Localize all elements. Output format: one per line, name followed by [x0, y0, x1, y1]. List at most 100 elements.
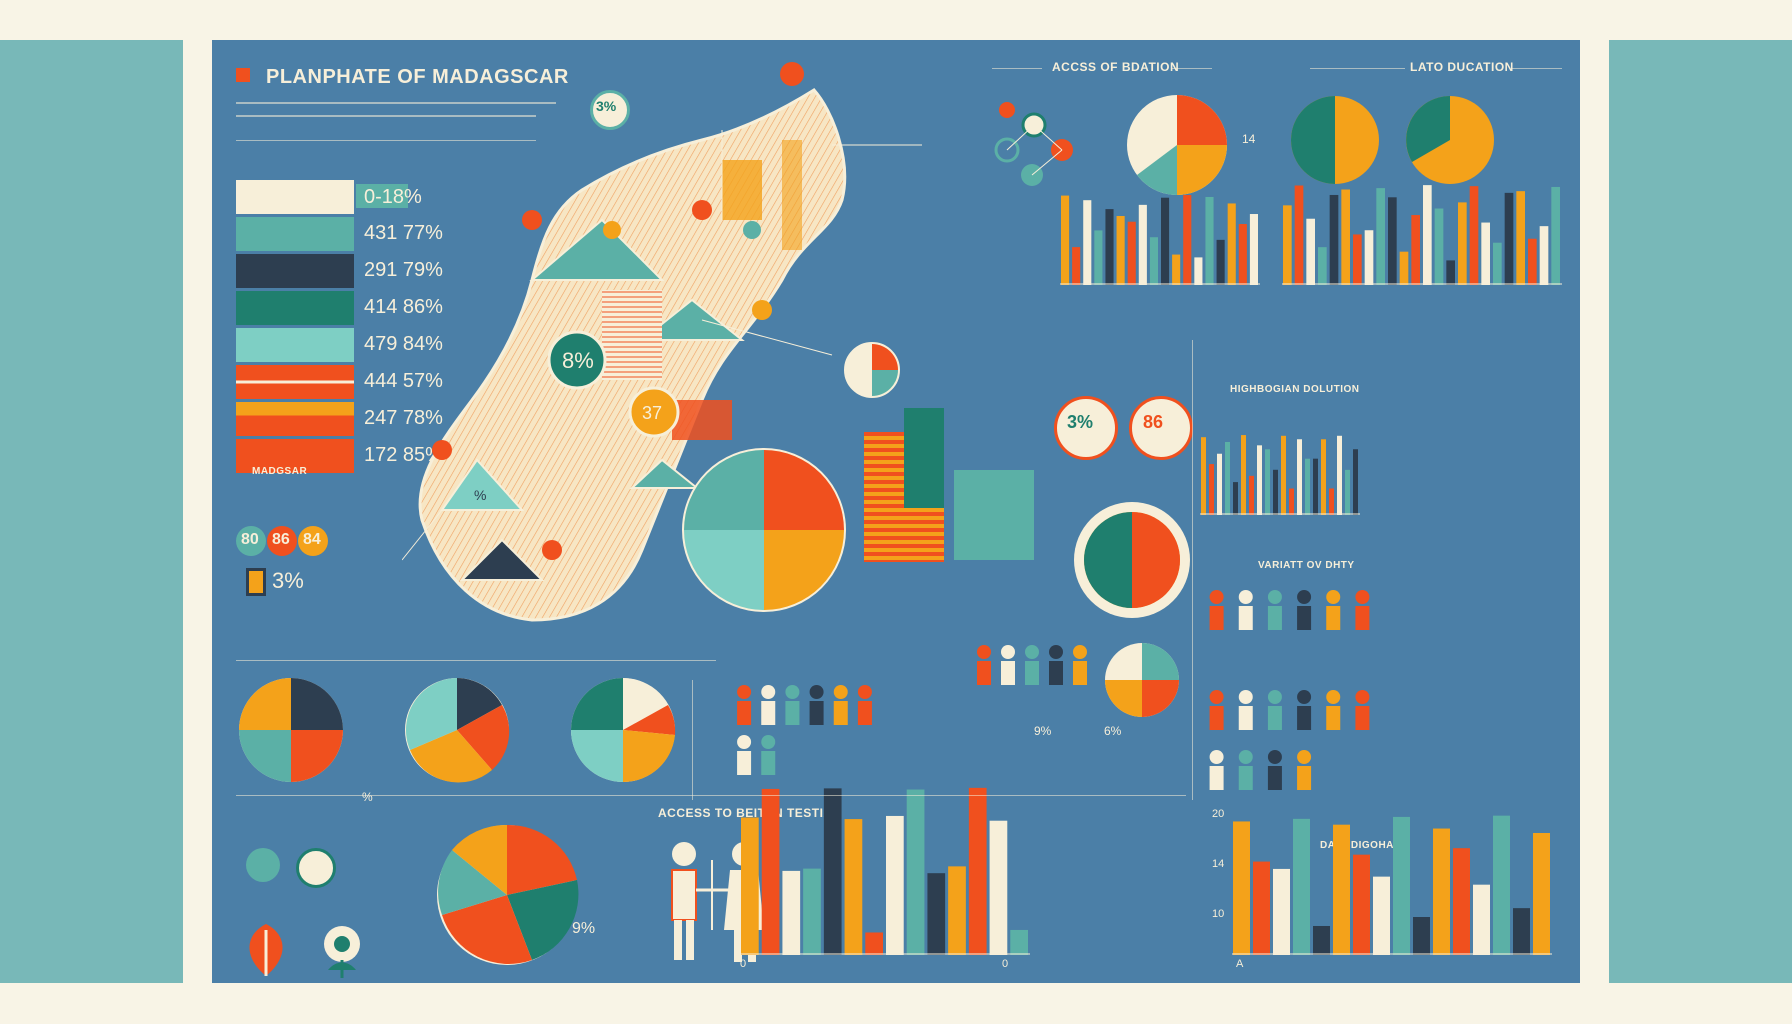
map-pyramid-5	[629, 458, 700, 489]
pie-late-1	[1291, 96, 1379, 184]
bar-chart-bottom-right	[1232, 815, 1552, 955]
map-pyramid-1	[529, 218, 665, 281]
pie-bottom-value: 9%	[572, 920, 596, 937]
bar-mark	[1265, 449, 1270, 515]
header-late-education: LATO DUCATION	[1410, 60, 1514, 74]
bar-mark	[1172, 254, 1181, 285]
bar-mark	[1453, 848, 1470, 955]
bar-mark	[1072, 247, 1081, 285]
person-icon	[785, 685, 800, 725]
person-icon	[1073, 645, 1087, 685]
pie-late-label: 14	[1242, 132, 1256, 146]
bar-mark	[1533, 833, 1550, 955]
bar-mark	[1539, 226, 1549, 285]
map-stat-8: 8%	[562, 348, 594, 373]
stat-circle-86-value: 86	[1143, 412, 1164, 432]
bar-mark	[1321, 439, 1326, 515]
legend-value-7: 247 78%	[364, 407, 443, 429]
pie-bottom	[437, 824, 579, 965]
book-icon	[246, 568, 266, 596]
bar-mark	[1458, 202, 1467, 285]
bar-mark	[1333, 824, 1350, 955]
badge-3-value: 84	[303, 531, 321, 548]
bar-mark	[968, 787, 987, 955]
bar-mark	[989, 820, 1008, 955]
bar-mark	[1305, 458, 1310, 515]
divider-bottom	[236, 795, 1186, 796]
person-icon	[1267, 690, 1282, 730]
pie-row-3	[571, 678, 676, 783]
bar-mark	[1249, 475, 1254, 515]
bar-chart-bottom-center	[740, 787, 1030, 955]
building-block-3	[954, 470, 1034, 560]
map-pyramid-4	[459, 538, 545, 581]
bar-mark	[1094, 230, 1103, 285]
person-icon	[1001, 645, 1015, 685]
title-marker	[236, 68, 250, 82]
bar-mark	[1294, 185, 1304, 285]
bar-mark	[886, 815, 904, 955]
people-variety	[1209, 590, 1370, 630]
person-icon	[1209, 690, 1224, 730]
bar-mark	[1353, 234, 1362, 285]
person-icon	[761, 685, 776, 725]
map-dot-5	[542, 540, 562, 560]
legend-swatch-2	[236, 217, 354, 251]
legend-swatch-6	[236, 365, 354, 399]
bar-mark	[1434, 208, 1444, 285]
bar-mark	[1551, 186, 1560, 285]
bar-mark	[1010, 929, 1028, 955]
bar-mark	[1493, 815, 1510, 955]
bar-mark	[1209, 464, 1214, 515]
person-icon	[1025, 645, 1039, 685]
person-icon	[1297, 590, 1312, 630]
bar-mark	[1388, 197, 1397, 285]
bar-mark	[1469, 186, 1479, 285]
big-pie	[682, 448, 846, 612]
bar-mark	[1217, 453, 1222, 515]
person-icon	[809, 685, 824, 725]
bar-mark	[1273, 469, 1278, 515]
bar-mark	[1313, 925, 1330, 955]
map-pyramid-3	[440, 458, 525, 511]
bar-mark	[1205, 196, 1214, 285]
header-bottom-right: DABHDIGOHA	[1320, 840, 1394, 851]
header-access-better: ACCESS TO BEITEN TESTIAN	[658, 806, 842, 820]
stat-circle-3-value: 3%	[1067, 412, 1094, 432]
legend-value-5: 479 84%	[364, 333, 443, 355]
map-bars-1	[782, 140, 802, 250]
bar-mark	[1423, 185, 1432, 285]
bar-mark	[1481, 222, 1490, 285]
header-rule-left	[992, 68, 1042, 69]
bar-mark	[1353, 854, 1370, 955]
badge-2-value: 86	[272, 531, 290, 548]
bar-mark	[1161, 197, 1170, 285]
badge-3	[298, 526, 328, 556]
person-icon	[1238, 750, 1253, 790]
person-icon	[1267, 590, 1282, 630]
legend-swatch-3	[236, 254, 354, 288]
header-rule-mid	[1172, 68, 1212, 69]
legend-value-8: 172 85%	[364, 444, 443, 466]
bar-mark	[1297, 439, 1302, 515]
top-stat-circle	[590, 90, 630, 130]
axis-tick-0b: 0	[1002, 958, 1009, 970]
person-icon	[1209, 750, 1224, 790]
legend-swatch-4	[236, 291, 354, 325]
legend-value-6: 444 57%	[364, 370, 443, 392]
building-block-2	[904, 408, 944, 508]
flower-icon	[324, 926, 360, 978]
person-icon	[1267, 750, 1282, 790]
bar-mark	[1138, 204, 1147, 285]
bar-mark	[1105, 209, 1114, 285]
bar-mark	[1504, 192, 1514, 285]
map-dot-6	[432, 440, 452, 460]
bar-mark	[1313, 458, 1318, 515]
person-icon	[1326, 590, 1341, 630]
title-underline	[236, 102, 556, 104]
map-dot-3	[743, 221, 761, 239]
bar-mark	[906, 789, 925, 955]
header-rule-right-2	[1512, 68, 1562, 69]
axis-tick-20: 20	[1212, 808, 1225, 820]
